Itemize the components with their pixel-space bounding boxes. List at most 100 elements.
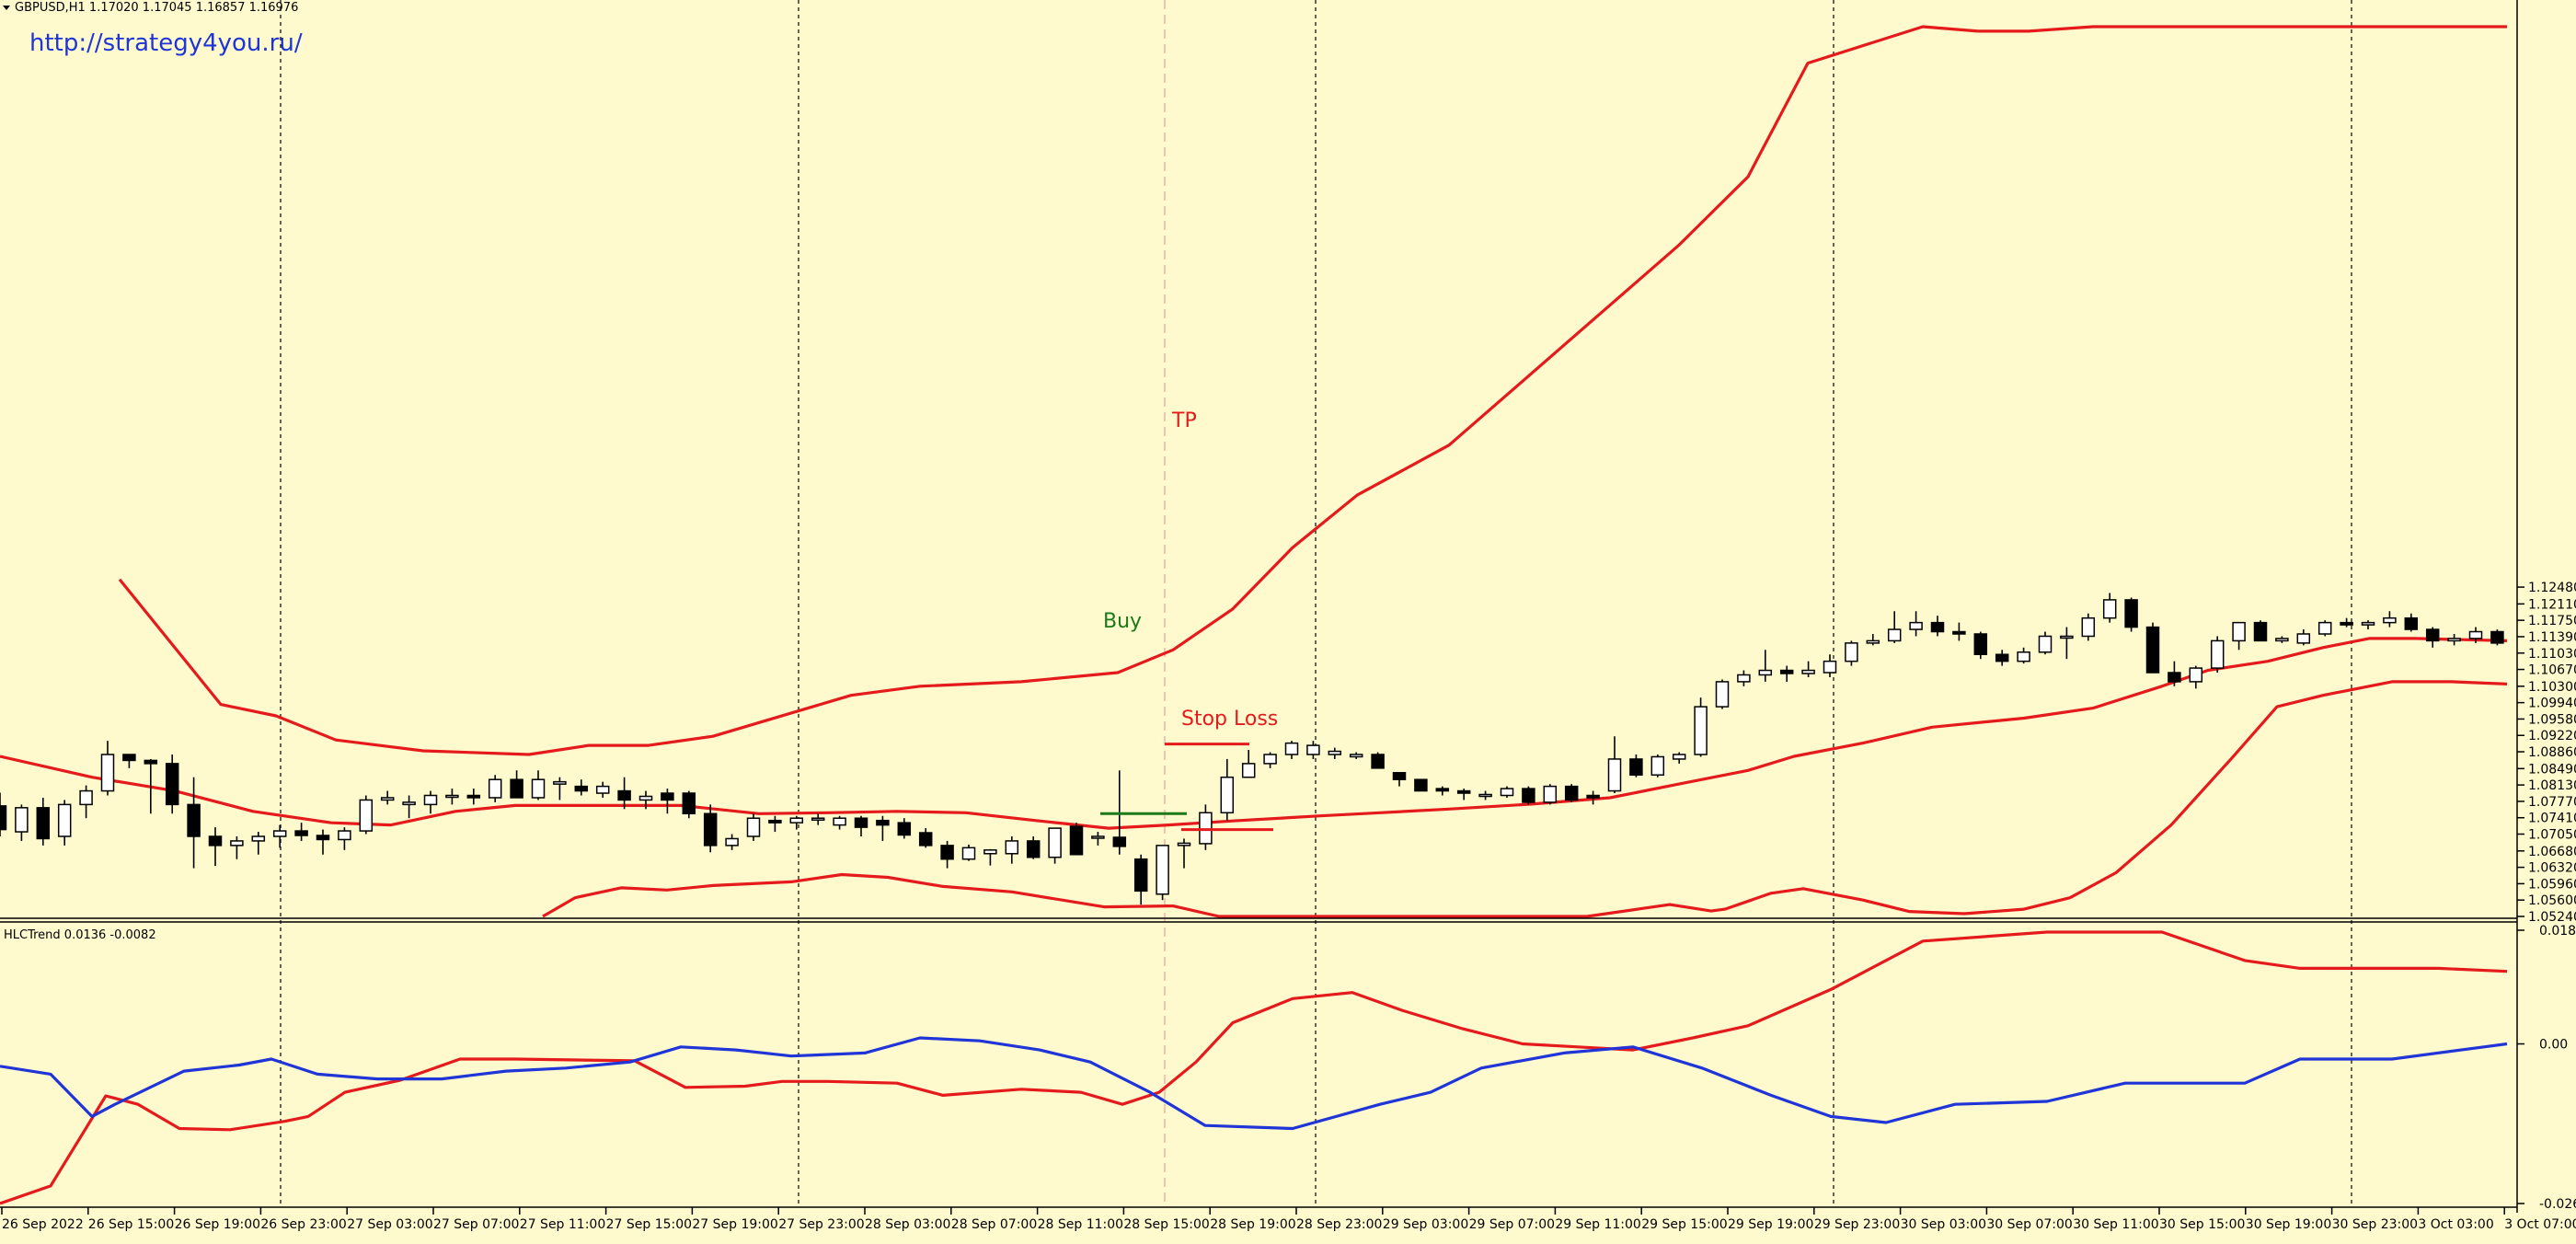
price-tick-label: 1.08130 [2528,778,2576,793]
candle-body-bull [2232,621,2246,642]
candle [510,770,523,799]
candle-body-bull [1672,754,1686,760]
candle-body-bull [2189,667,2203,683]
candle-body-bear [316,835,330,841]
candle-body-bull [1801,669,1815,674]
candle [423,790,438,814]
candle [1801,661,1815,677]
time-tick-label: 29 Sep 11:00 [1555,1217,1640,1232]
candle [1973,631,1988,660]
candle-body-bull [2017,651,2030,662]
candle-body-bear [165,763,179,806]
candle [1456,789,1471,801]
candle [100,741,115,796]
candle-body-bull [1306,744,1320,755]
time-tick-label: 26 Sep 23:00 [260,1217,346,1232]
time-tick-label: 28 Sep 23:00 [1296,1217,1382,1232]
candle [2168,661,2181,686]
candle [1845,640,1858,666]
time-tick-label: 30 Sep 03:00 [1901,1217,1986,1232]
candle [1543,784,1558,805]
candle-body-bull [57,803,72,837]
time-tick-label: 30 Sep 15:00 [2159,1217,2245,1232]
candle [768,815,782,833]
candle-body-bull [1241,763,1256,778]
time-tick-label: 27 Sep 07:00 [433,1217,519,1232]
candle [2232,621,2246,651]
candle [2317,620,2332,637]
price-tick-label: 1.08860 [2528,745,2576,760]
candle [2468,627,2483,643]
candle [316,829,330,855]
candle-body-bull [251,835,266,842]
candle-body-bull [2210,639,2225,669]
candle-body-bear [466,794,481,799]
candle [833,815,846,830]
candle [961,844,976,861]
candle [2340,617,2353,628]
chart-menu-triangle-icon[interactable] [3,6,10,10]
watermark-url[interactable]: http://strategy4you.ru/ [29,29,303,57]
time-axis-ticks: 26 Sep 2022 26 Sep 15:00 26 Sep 19:00 26 Se… [1,1207,2576,1232]
candle-body-bear [1995,653,2009,662]
candle [294,823,308,841]
candle-body-bull [2447,638,2461,642]
candle [1414,778,1428,792]
candle-body-bear [1629,758,1643,776]
candle [1909,611,1923,637]
price-tick-label: 1.09580 [2528,712,2576,727]
candle [445,789,459,805]
candle [725,834,739,850]
candle [79,785,93,819]
candle-body-bull [1737,674,1751,683]
candle [1629,754,1643,778]
candle [2102,593,2117,623]
candle-body-bear [144,759,158,765]
time-tick-label: 29 Sep 15:00 [1641,1217,1727,1232]
candle [2275,636,2289,643]
candle-body-bear [2168,672,2181,683]
candle [2447,633,2461,646]
candle-body-bull [488,778,502,799]
candle-body-bear [1930,621,1945,633]
indicator-tick-label: 0.00 [2539,1038,2568,1053]
candle-body-bull [1866,639,1880,644]
hlctrend-lines [0,930,2508,1205]
candle [1715,679,1730,709]
candle [2361,620,2375,630]
time-tick-label: 26 Sep 2022 [2,1217,84,1232]
candle-body-bear [574,785,589,792]
candle [165,754,179,814]
candle [1241,750,1256,778]
candle-body-bear [1952,630,1966,635]
candle-body-bull [1156,845,1169,895]
price-tick-label: 1.07410 [2528,812,2576,826]
candle-body-bear [2425,628,2440,642]
candle [1392,772,1407,787]
time-tick-label: 29 Sep 03:00 [1383,1217,1468,1232]
candle [1091,832,1105,846]
candle [1478,790,1492,801]
candle [617,777,631,810]
axes [0,0,2518,1213]
candle [2425,627,2440,648]
price-tick-label: 1.06320 [2528,861,2576,876]
candle-body-bull [1909,621,1923,630]
candle [2081,613,2096,641]
time-tick-label: 27 Sep 23:00 [778,1217,864,1232]
candle [2383,611,2397,628]
trade-levels [1100,743,1273,832]
candlesticks[interactable] [0,593,2504,905]
candle-body-bull [2060,635,2074,639]
candle [208,827,223,867]
indicator-tick-label: 0.0188 [2539,924,2576,939]
candle-body-bull [445,794,459,799]
candle-body-bull [79,789,93,806]
candle-body-bull [2296,633,2311,644]
candle [1069,823,1084,856]
candle [36,797,51,846]
hlctrend-blue-line [0,1036,2508,1131]
